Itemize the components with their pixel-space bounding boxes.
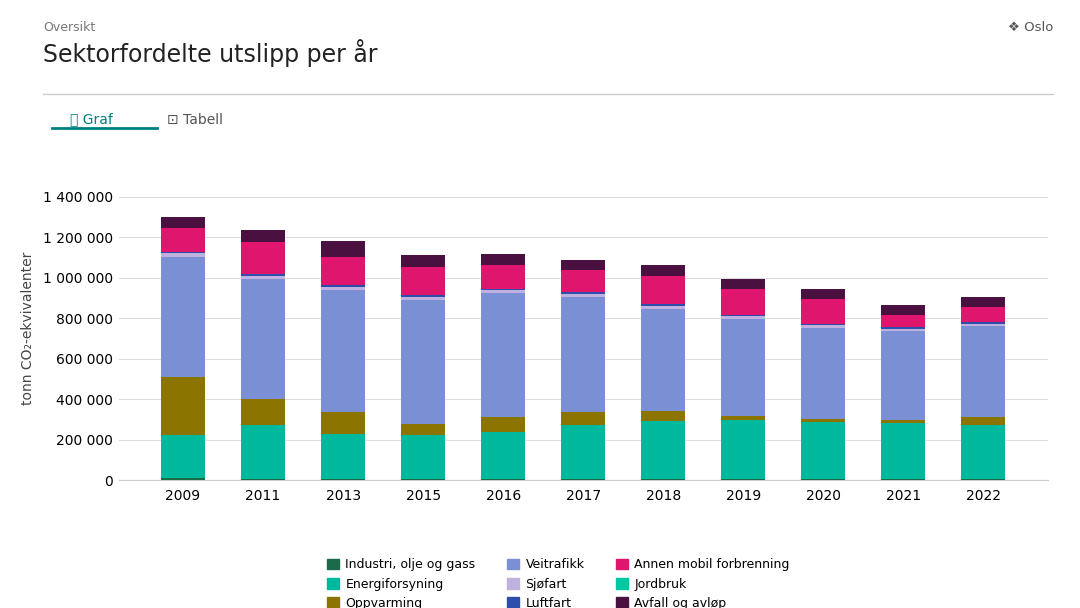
Bar <box>401 295 445 297</box>
Bar <box>241 399 285 425</box>
Legend: Industri, olje og gass, Energiforsyning, Oppvarming, Veitrafikk, Sjøfart, Luftfa: Industri, olje og gass, Energiforsyning,… <box>322 553 845 608</box>
Bar <box>321 257 365 285</box>
Bar <box>482 290 525 293</box>
Bar <box>161 229 205 252</box>
Bar <box>721 416 766 420</box>
Bar <box>241 479 285 480</box>
Bar <box>562 412 605 425</box>
Bar <box>241 274 285 275</box>
Bar <box>241 275 285 279</box>
Bar <box>401 266 445 295</box>
Bar <box>321 286 365 290</box>
Bar <box>562 260 605 270</box>
Bar <box>161 478 205 480</box>
Bar <box>961 418 1005 424</box>
Bar <box>401 435 445 479</box>
Bar <box>161 254 205 257</box>
Bar <box>881 327 926 328</box>
Bar <box>241 241 285 274</box>
Text: 📊 Graf: 📊 Graf <box>70 112 113 126</box>
Bar <box>321 241 365 257</box>
Bar <box>881 328 926 331</box>
Bar <box>801 323 846 325</box>
Bar <box>801 421 846 479</box>
Bar <box>721 319 766 416</box>
Bar <box>881 331 926 420</box>
Text: ❖ Oslo: ❖ Oslo <box>1008 21 1053 34</box>
Bar <box>562 294 605 297</box>
Bar <box>721 289 766 314</box>
Bar <box>482 265 525 289</box>
Bar <box>881 305 926 315</box>
Bar <box>241 230 285 241</box>
Bar <box>321 478 365 480</box>
Bar <box>321 412 365 434</box>
Bar <box>321 290 365 412</box>
Bar <box>401 424 445 435</box>
Bar <box>482 432 525 479</box>
Bar <box>881 423 926 479</box>
Bar <box>482 289 525 290</box>
Bar <box>161 252 205 254</box>
Bar <box>801 419 846 421</box>
Bar <box>721 316 766 319</box>
Bar <box>562 292 605 294</box>
Bar <box>161 377 205 435</box>
Bar <box>642 306 685 309</box>
Bar <box>961 424 1005 479</box>
Bar <box>881 315 926 327</box>
Bar <box>321 434 365 478</box>
Bar <box>401 300 445 424</box>
Bar <box>642 276 685 304</box>
Bar <box>161 257 205 377</box>
Bar <box>801 299 846 323</box>
Bar <box>961 297 1005 307</box>
Text: Sektorfordelte utslipp per år: Sektorfordelte utslipp per år <box>43 40 378 67</box>
Bar <box>961 326 1005 418</box>
Bar <box>801 328 846 419</box>
Bar <box>721 314 766 316</box>
Bar <box>961 324 1005 326</box>
Bar <box>961 322 1005 324</box>
Bar <box>482 479 525 480</box>
Bar <box>482 416 525 432</box>
Bar <box>961 479 1005 480</box>
Bar <box>642 421 685 479</box>
Bar <box>562 297 605 412</box>
Bar <box>721 420 766 479</box>
Bar <box>642 264 685 276</box>
Bar <box>482 293 525 416</box>
Bar <box>801 479 846 480</box>
Bar <box>642 309 685 411</box>
Bar <box>642 411 685 421</box>
Bar <box>401 297 445 300</box>
Bar <box>721 279 766 289</box>
Bar <box>401 255 445 266</box>
Bar <box>801 289 846 299</box>
Bar <box>562 425 605 479</box>
Bar <box>721 479 766 480</box>
Bar <box>241 425 285 479</box>
Bar <box>642 479 685 480</box>
Text: ⊡ Tabell: ⊡ Tabell <box>167 112 224 126</box>
Bar <box>321 285 365 286</box>
Y-axis label: tonn CO₂-ekvivalenter: tonn CO₂-ekvivalenter <box>21 252 35 405</box>
Bar <box>881 420 926 423</box>
Bar <box>562 479 605 480</box>
Bar <box>801 325 846 328</box>
Bar <box>642 304 685 306</box>
Bar <box>961 307 1005 322</box>
Bar <box>482 254 525 265</box>
Text: Oversikt: Oversikt <box>43 21 95 34</box>
Bar <box>401 479 445 480</box>
Bar <box>161 217 205 229</box>
Bar <box>881 479 926 480</box>
Bar <box>161 435 205 478</box>
Bar <box>241 279 285 399</box>
Bar <box>562 270 605 292</box>
